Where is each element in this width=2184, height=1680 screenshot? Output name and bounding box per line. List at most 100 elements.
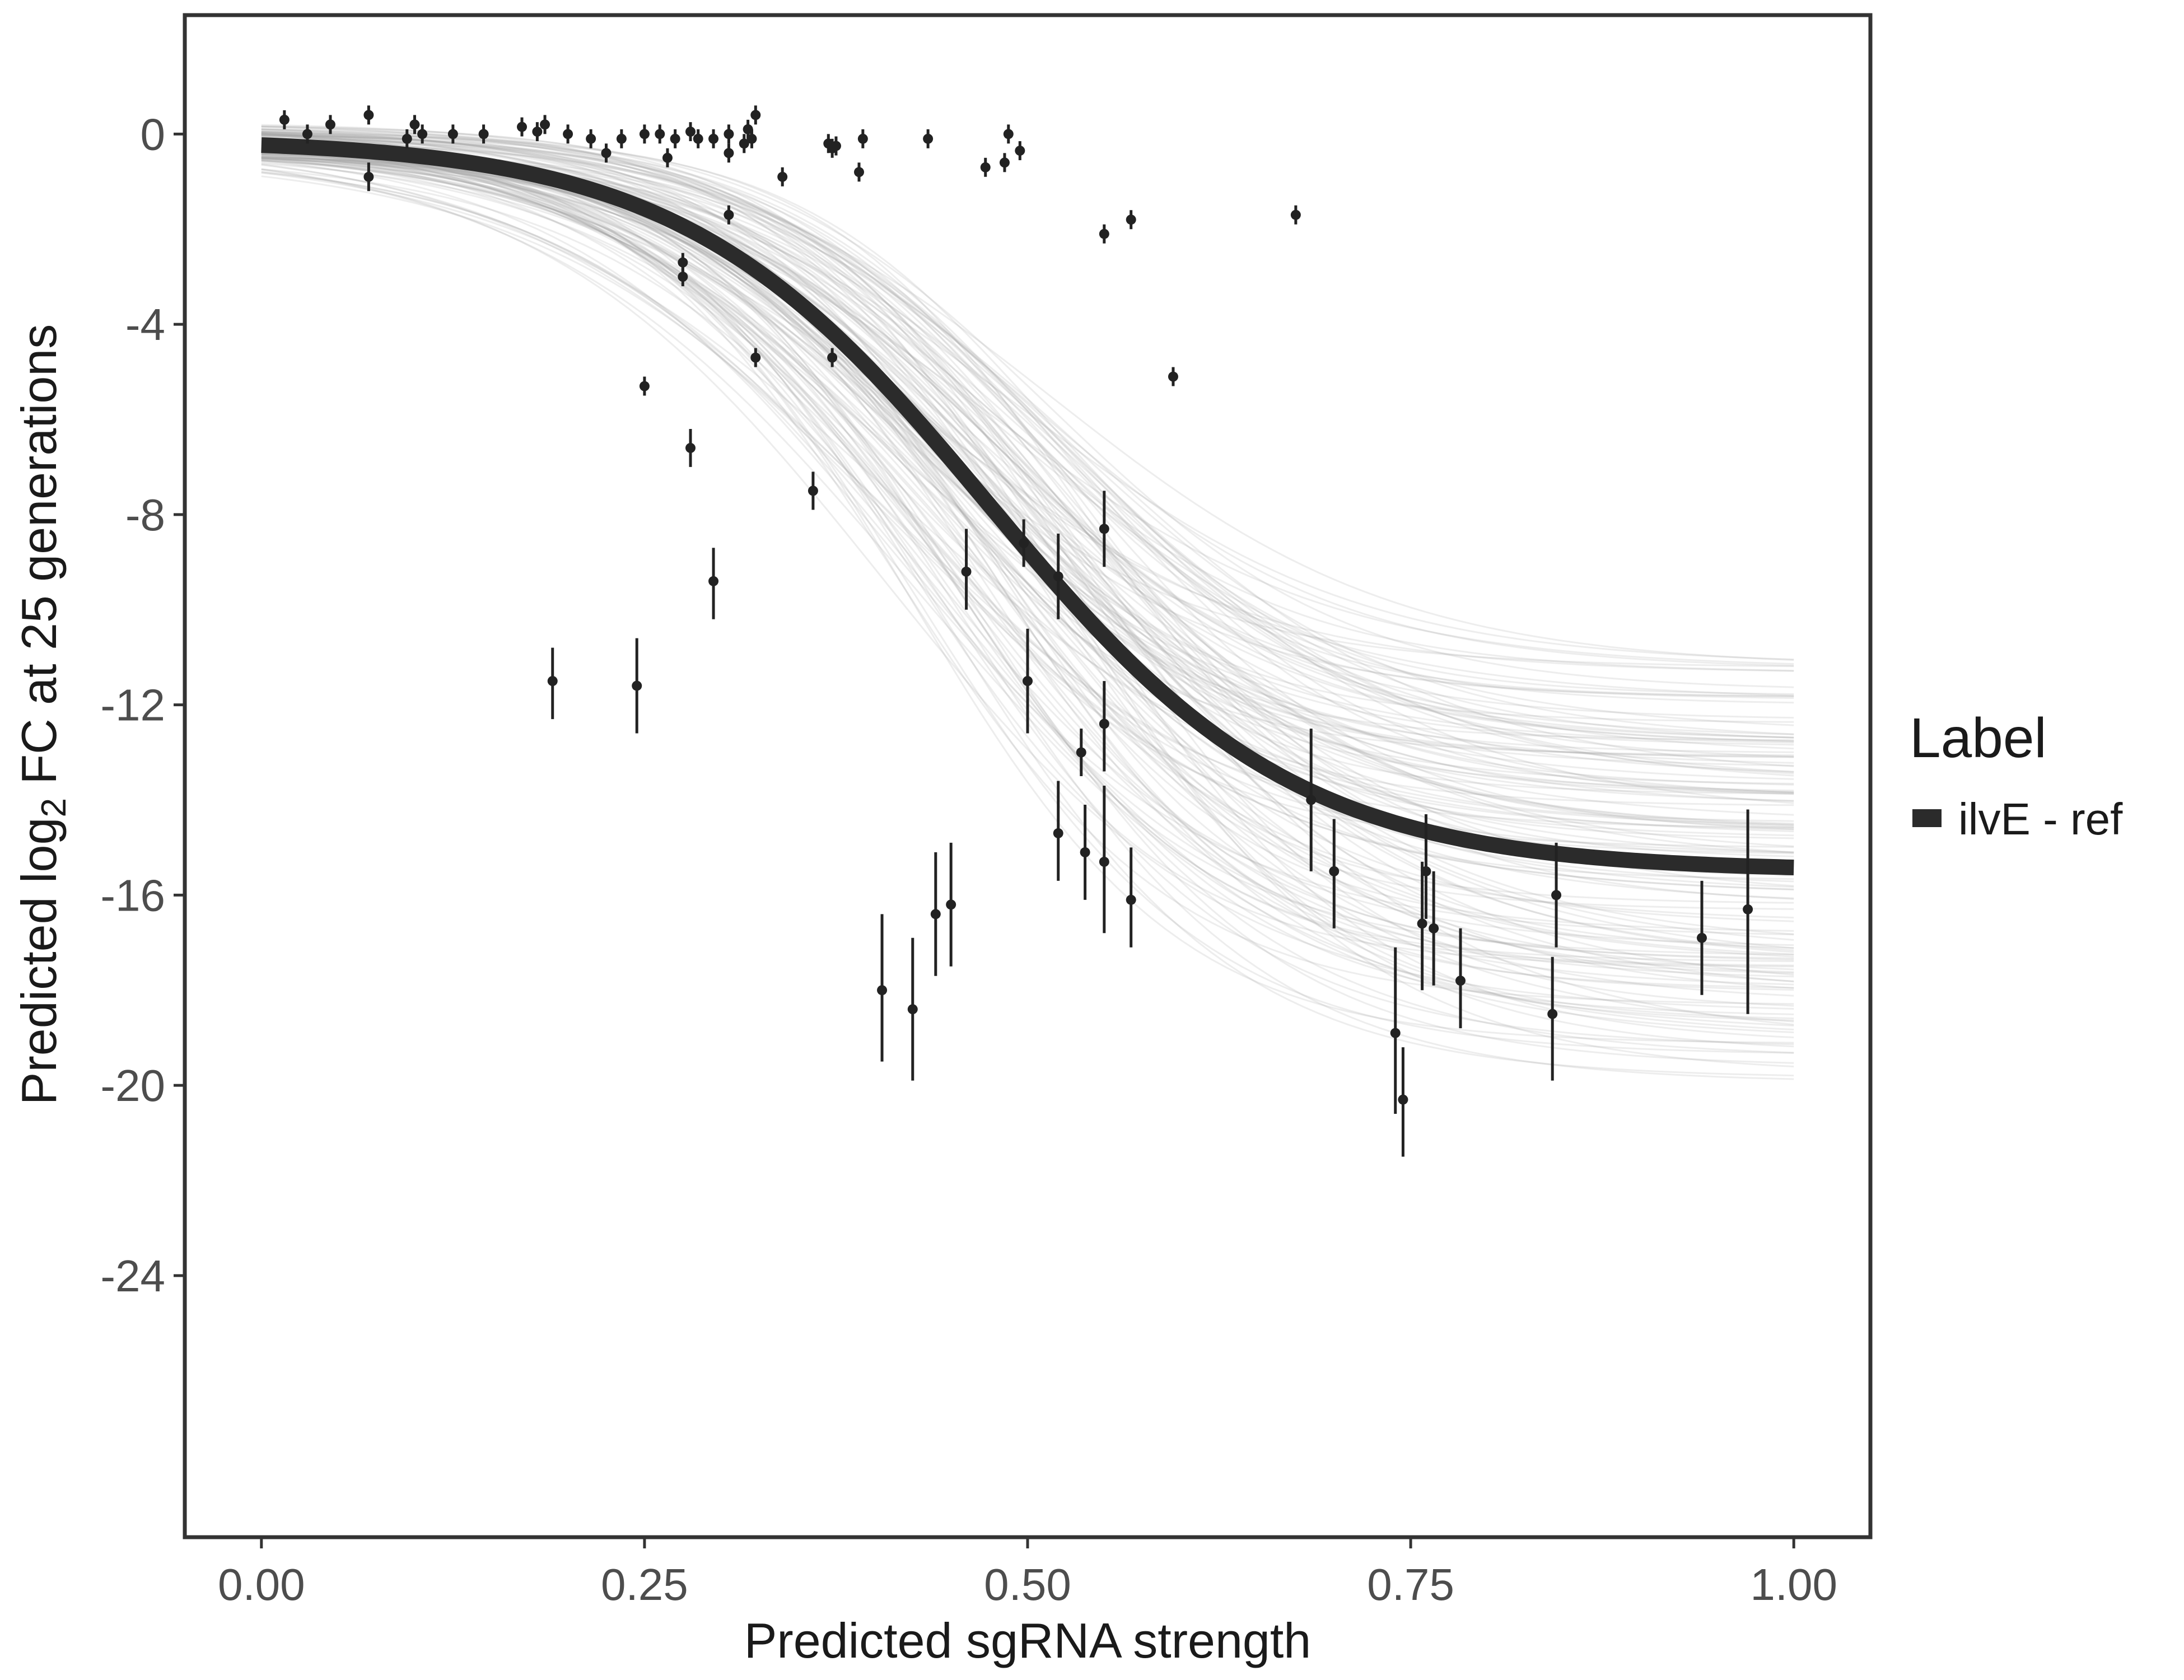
posterior-draw-line bbox=[261, 125, 1794, 839]
posterior-draw-line bbox=[261, 139, 1794, 1046]
posterior-draw-line bbox=[261, 138, 1794, 1005]
y-tick-label: 0 bbox=[141, 109, 166, 159]
posterior-draw-line bbox=[261, 157, 1794, 847]
data-point bbox=[1019, 538, 1029, 548]
data-point bbox=[279, 114, 290, 125]
data-point bbox=[662, 152, 673, 163]
posterior-draw-line bbox=[261, 147, 1794, 742]
posterior-draw-line bbox=[261, 128, 1794, 793]
y-axis-title-part-1: Predicted log bbox=[11, 818, 67, 1105]
data-point bbox=[302, 129, 312, 139]
data-point bbox=[777, 171, 788, 182]
posterior-draw-line bbox=[261, 150, 1794, 668]
data-point bbox=[1053, 828, 1063, 838]
posterior-draw-line bbox=[261, 160, 1794, 828]
posterior-draw-line bbox=[261, 146, 1794, 1015]
legend-title: Label bbox=[1910, 707, 2047, 769]
posterior-draw-line bbox=[261, 132, 1794, 661]
data-point bbox=[877, 985, 888, 996]
posterior-draw-line bbox=[261, 161, 1794, 982]
data-point bbox=[1080, 847, 1090, 857]
posterior-draw-line bbox=[261, 141, 1794, 758]
posterior-draw-line bbox=[261, 151, 1794, 1077]
y-axis-title-part-2: FC at 25 generations bbox=[11, 324, 67, 798]
posterior-draw-line bbox=[261, 132, 1794, 739]
y-axis-title-subscript: 2 bbox=[35, 798, 73, 817]
data-point bbox=[1421, 866, 1431, 876]
posterior-draw-line bbox=[261, 157, 1794, 1044]
data-point bbox=[678, 257, 688, 268]
posterior-draw-line bbox=[261, 137, 1794, 795]
data-point bbox=[447, 129, 458, 139]
posterior-draw-line bbox=[261, 139, 1794, 935]
legend-label-ilve-ref: ilvE - ref bbox=[1958, 794, 2123, 844]
data-point bbox=[923, 133, 934, 144]
data-point bbox=[670, 133, 680, 144]
data-point bbox=[857, 133, 868, 144]
data-point bbox=[532, 127, 543, 137]
posterior-draw-line bbox=[261, 128, 1794, 880]
posterior-draw-line bbox=[261, 157, 1794, 697]
x-tick-label: 1.00 bbox=[1750, 1560, 1837, 1609]
posterior-draw-line bbox=[261, 131, 1794, 951]
data-point bbox=[1417, 918, 1427, 929]
posterior-draw-line bbox=[261, 133, 1794, 1054]
data-point bbox=[1076, 747, 1086, 758]
data-point bbox=[1551, 890, 1562, 900]
x-axis-title: Predicted sgRNA strength bbox=[744, 1613, 1312, 1668]
data-point bbox=[417, 129, 428, 139]
posterior-draw-line bbox=[261, 155, 1794, 941]
posterior-draw-line bbox=[261, 126, 1794, 1007]
data-point bbox=[999, 157, 1010, 168]
data-point bbox=[1306, 795, 1317, 805]
data-point bbox=[616, 133, 627, 144]
posterior-draw-line bbox=[261, 158, 1794, 825]
posterior-draw-line bbox=[261, 133, 1794, 953]
posterior-draw-line bbox=[261, 168, 1794, 1010]
posterior-draw-line bbox=[261, 142, 1794, 794]
posterior-draw-line bbox=[261, 142, 1794, 764]
data-point bbox=[1126, 894, 1136, 905]
data-point bbox=[363, 110, 374, 120]
data-point bbox=[750, 352, 761, 363]
data-point bbox=[1547, 1009, 1558, 1019]
data-point bbox=[830, 141, 841, 151]
fit-curve-ilve-ref bbox=[261, 137, 1794, 875]
posterior-draw-line bbox=[261, 125, 1794, 1038]
data-point bbox=[1697, 932, 1707, 943]
data-point bbox=[639, 381, 650, 391]
data-point bbox=[693, 133, 703, 144]
posterior-draw-line bbox=[261, 134, 1794, 697]
posterior-draw-line bbox=[261, 133, 1794, 739]
posterior-draw-line bbox=[261, 128, 1794, 704]
x-axis: 0.00 0.25 0.50 0.75 1.00 bbox=[218, 1537, 1837, 1609]
posterior-draw-line bbox=[261, 124, 1794, 753]
posterior-draw-line bbox=[261, 162, 1794, 899]
posterior-draw-line bbox=[261, 136, 1794, 667]
posterior-draw-line bbox=[261, 153, 1794, 976]
y-tick-label: -24 bbox=[100, 1251, 165, 1301]
data-point bbox=[547, 676, 558, 687]
plot-panel-border bbox=[183, 13, 1873, 1539]
data-point bbox=[708, 133, 719, 144]
data-point bbox=[678, 272, 688, 282]
x-tick-label: 0.00 bbox=[218, 1560, 305, 1609]
posterior-draw-line bbox=[261, 133, 1794, 739]
data-point bbox=[1398, 1094, 1408, 1105]
data-point bbox=[402, 133, 412, 144]
posterior-draw-line bbox=[261, 130, 1794, 1067]
posterior-draw-line bbox=[261, 151, 1794, 949]
posterior-draw-line bbox=[261, 130, 1794, 949]
data-point bbox=[946, 899, 956, 910]
data-point bbox=[1003, 129, 1014, 139]
x-tick-label: 0.50 bbox=[984, 1560, 1071, 1609]
posterior-draw-line bbox=[261, 134, 1794, 804]
data-point bbox=[907, 1004, 918, 1015]
data-point bbox=[685, 442, 696, 453]
data-point bbox=[1099, 718, 1109, 729]
posterior-draw-line bbox=[261, 132, 1794, 735]
posterior-draw-line bbox=[261, 130, 1794, 959]
legend-key-ilve-ref bbox=[1912, 809, 1942, 827]
posterior-draw-line bbox=[261, 125, 1794, 688]
